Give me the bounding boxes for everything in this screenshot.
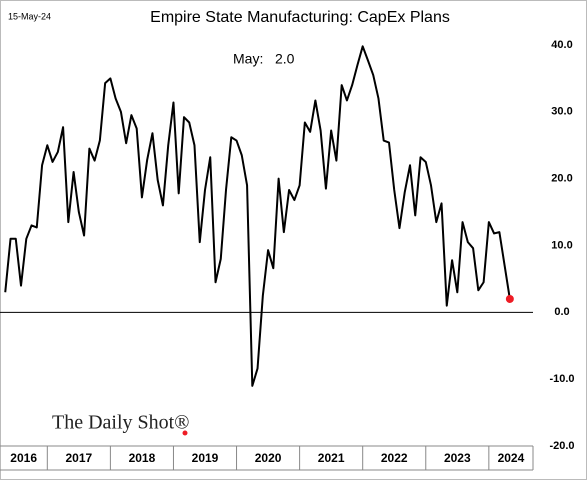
y-tick-label: 40.0 [551,39,572,51]
series-line [4,45,511,387]
source-watermark: The Daily Shot® [52,412,189,434]
x-tick-label: 2024 [498,451,525,465]
y-tick-label: 20.0 [551,173,572,185]
chart-title: Empire State Manufacturing: CapEx Plans [150,9,450,26]
date-label: 15-May-24 [8,11,51,21]
x-tick-label: 2016 [10,451,37,465]
watermark-dot [182,430,188,436]
x-tick-label: 2021 [318,451,345,465]
x-tick-label: 2018 [129,451,156,465]
x-tick-label: 2022 [381,451,408,465]
annotation: May: 2.0 [233,51,295,67]
x-tick-label: 2017 [65,451,92,465]
x-tick-label: 2020 [255,451,282,465]
y-tick-label: 0.0 [554,306,569,318]
y-tick-label: 10.0 [551,239,572,251]
x-tick-label: 2019 [192,451,219,465]
y-tick-label: -10.0 [549,373,574,385]
x-tick-label: 2023 [444,451,471,465]
y-tick-label: -20.0 [549,440,574,452]
last-point-marker [505,294,514,303]
y-tick-label: 30.0 [551,106,572,118]
